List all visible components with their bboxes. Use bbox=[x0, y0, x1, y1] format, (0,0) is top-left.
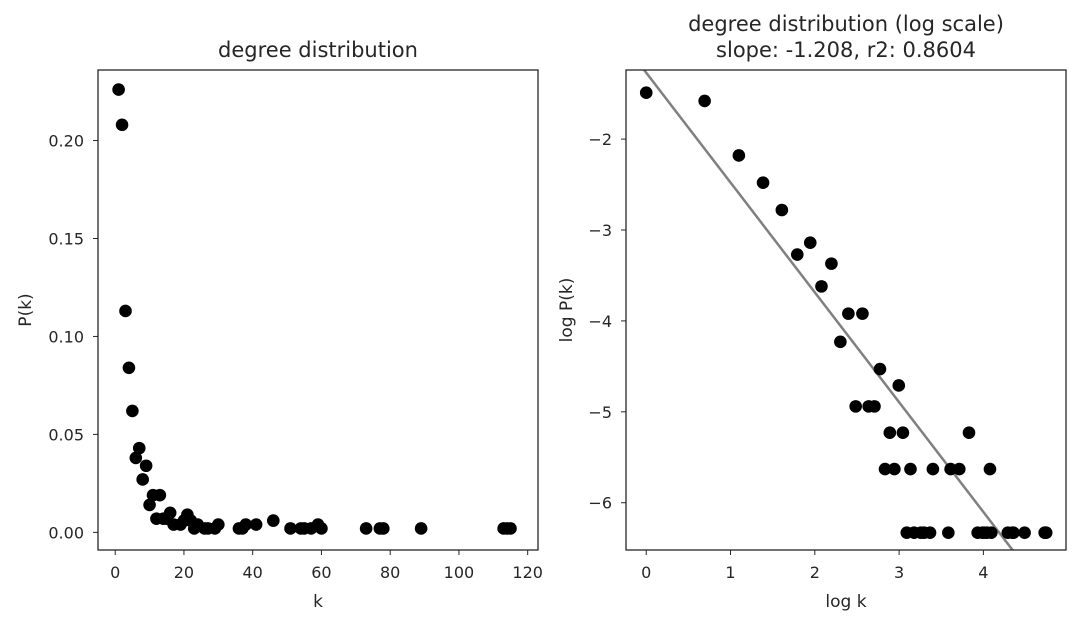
data-point bbox=[139, 459, 153, 473]
data-point bbox=[878, 462, 892, 476]
y-tick-label: −6 bbox=[588, 494, 612, 513]
data-point bbox=[873, 362, 887, 376]
data-point bbox=[815, 280, 828, 293]
data-point bbox=[790, 248, 804, 261]
x-tick-label: 100 bbox=[444, 563, 475, 582]
data-point bbox=[122, 361, 136, 375]
x-tick-label: 80 bbox=[380, 563, 400, 582]
regression-line bbox=[642, 70, 1015, 550]
y-tick-label: −4 bbox=[588, 312, 612, 331]
data-point bbox=[136, 473, 149, 486]
y-tick-label: 0.10 bbox=[48, 327, 84, 346]
x-tick-label: 4 bbox=[978, 563, 988, 582]
data-point bbox=[985, 526, 998, 540]
y-tick-label: −3 bbox=[588, 221, 612, 240]
data-point bbox=[212, 518, 225, 531]
data-point bbox=[414, 522, 428, 535]
plot-title: degree distribution (log scale) bbox=[688, 12, 1004, 36]
data-point bbox=[983, 462, 997, 476]
data-point bbox=[239, 518, 253, 531]
plot-title: degree distribution bbox=[218, 38, 418, 62]
data-point bbox=[926, 462, 940, 476]
data-point bbox=[888, 462, 901, 476]
x-axis-label: log k bbox=[825, 592, 866, 612]
data-point bbox=[849, 400, 862, 413]
points-group bbox=[112, 83, 517, 535]
x-tick-label: 40 bbox=[243, 563, 263, 582]
data-point bbox=[756, 176, 770, 190]
y-tick-label: −2 bbox=[588, 130, 612, 149]
data-point bbox=[504, 522, 517, 535]
y-tick-label: 0.15 bbox=[48, 229, 84, 248]
data-point bbox=[896, 426, 910, 440]
x-tick-label: 1 bbox=[725, 563, 735, 582]
data-point bbox=[698, 94, 711, 108]
data-point bbox=[842, 307, 855, 320]
data-point bbox=[115, 118, 129, 132]
data-point bbox=[952, 462, 966, 476]
data-point bbox=[775, 203, 789, 217]
x-tick-label: 120 bbox=[512, 563, 543, 582]
data-point bbox=[315, 522, 328, 535]
data-point bbox=[892, 379, 906, 392]
x-tick-label: 0 bbox=[110, 563, 120, 582]
y-tick-label: −5 bbox=[588, 403, 612, 422]
data-point bbox=[163, 506, 177, 520]
x-tick-label: 2 bbox=[810, 563, 820, 582]
data-point bbox=[143, 498, 156, 512]
fit-group bbox=[642, 70, 1015, 550]
data-point bbox=[883, 426, 897, 440]
x-tick-label: 60 bbox=[311, 563, 331, 582]
plot-frame bbox=[625, 69, 1067, 551]
data-point bbox=[359, 522, 373, 535]
data-point bbox=[132, 441, 146, 455]
data-point bbox=[1018, 526, 1031, 540]
y-tick-label: 0.00 bbox=[48, 523, 84, 542]
data-point bbox=[267, 514, 280, 527]
y-tick-label: 0.20 bbox=[48, 132, 84, 151]
y-tick-label: 0.05 bbox=[48, 425, 84, 444]
data-point bbox=[944, 462, 957, 476]
data-point bbox=[825, 257, 838, 270]
data-point bbox=[129, 451, 143, 465]
x-axis-label: k bbox=[313, 592, 323, 612]
data-point bbox=[732, 149, 746, 162]
data-point bbox=[284, 522, 297, 535]
tick-group: 0 1 2 3 4 −2 −3 −4 −5 −6 bbox=[588, 130, 988, 582]
data-point bbox=[868, 400, 881, 413]
linear-degree-plot: degree distribution 0 20 40 60 80 100 1200.000… bbox=[16, 38, 543, 612]
data-point bbox=[856, 307, 869, 320]
data-point bbox=[834, 335, 847, 349]
plot-frame bbox=[97, 69, 539, 551]
x-tick-label: 3 bbox=[894, 563, 904, 582]
tick-group: 0 20 40 60 80 100 120 0.00 0.05 0.10 0.15 0.20 bbox=[48, 132, 543, 582]
log-degree-plot: degree distribution (log scale) slope: -… bbox=[557, 12, 1067, 612]
points-group bbox=[639, 86, 1053, 540]
data-point bbox=[803, 236, 817, 250]
data-point bbox=[112, 83, 125, 96]
data-point bbox=[119, 304, 132, 318]
y-axis-label: log P(k) bbox=[557, 278, 577, 343]
data-point bbox=[1007, 526, 1020, 540]
data-point bbox=[962, 426, 976, 440]
data-point bbox=[1039, 526, 1053, 540]
x-tick-label: 0 bbox=[641, 563, 651, 582]
data-point bbox=[126, 404, 139, 418]
data-point bbox=[923, 526, 937, 540]
data-point bbox=[639, 86, 653, 100]
data-point bbox=[249, 518, 263, 531]
plot-subtitle: slope: -1.208, r2: 0.8604 bbox=[716, 38, 976, 62]
data-point bbox=[377, 522, 390, 535]
data-point bbox=[942, 526, 955, 540]
y-axis-label: P(k) bbox=[16, 293, 36, 326]
x-tick-label: 20 bbox=[174, 563, 194, 582]
data-point bbox=[153, 488, 167, 502]
data-point bbox=[904, 462, 917, 476]
